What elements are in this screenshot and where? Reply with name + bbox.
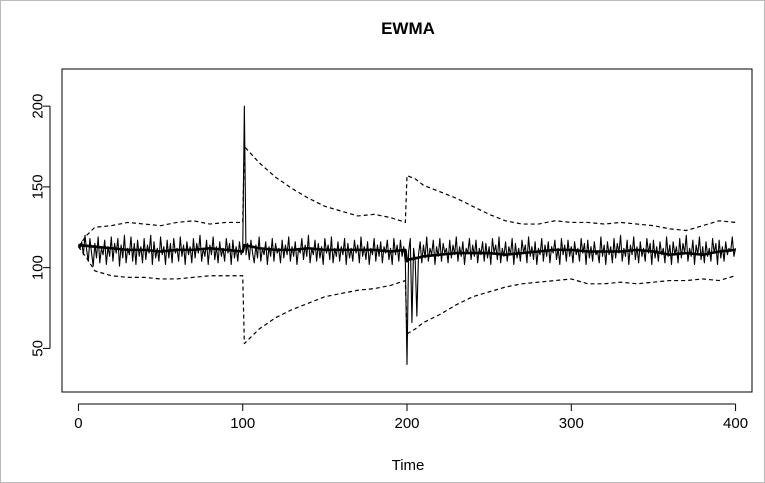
y-tick-label-150: 150 (30, 174, 47, 199)
x-tick-label-300: 300 (559, 415, 584, 432)
series-layer (77, 105, 737, 366)
y-tick-label-200: 200 (30, 94, 47, 119)
series-line-3 (77, 246, 736, 345)
series-line-1 (78, 243, 736, 263)
x-axis-label: Time (392, 457, 425, 474)
chart-title: EWMA (381, 19, 435, 38)
x-tick-label-100: 100 (230, 415, 255, 432)
y-tick-label-50: 50 (30, 340, 47, 357)
x-axis: 0 100 200 300 400 (74, 403, 748, 432)
x-tick-label-200: 200 (394, 415, 419, 432)
y-tick-label-100: 100 (30, 255, 47, 280)
x-tick-label-400: 400 (723, 415, 748, 432)
x-tick-label-0: 0 (74, 415, 82, 432)
series-line-2 (77, 145, 736, 248)
y-axis: 50 100 150 200 (30, 94, 51, 357)
plot-frame (61, 68, 753, 393)
